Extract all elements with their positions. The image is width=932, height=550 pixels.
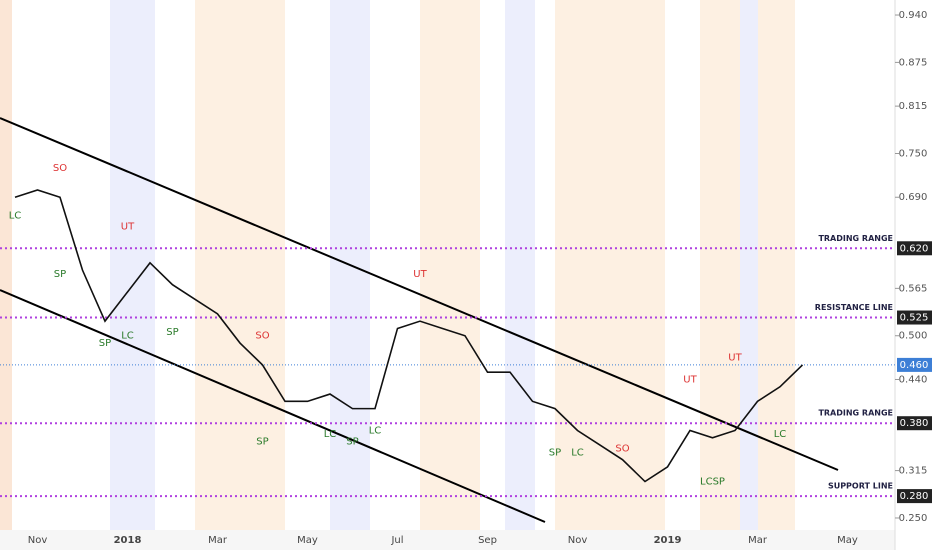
y-tick-label: 0.315 bbox=[899, 466, 928, 477]
level-label: TRADING RANGE bbox=[818, 234, 893, 243]
signal-label: SP bbox=[256, 436, 268, 447]
x-axis-strip bbox=[0, 530, 895, 550]
level-label: RESISTANCE LINE bbox=[815, 303, 893, 312]
channel-lines bbox=[0, 117, 839, 523]
price-box-label: 0.525 bbox=[900, 313, 929, 324]
price-box bbox=[897, 310, 932, 325]
x-tick-label: 2018 bbox=[114, 535, 142, 546]
price-box bbox=[897, 241, 932, 256]
signal-label: UT bbox=[121, 221, 135, 232]
level-label: TRADING RANGE bbox=[818, 409, 893, 418]
y-tick-label: 0.565 bbox=[899, 283, 928, 294]
signal-label: LC bbox=[571, 447, 584, 458]
x-tick-label: May bbox=[837, 535, 858, 546]
signal-label: LC bbox=[369, 426, 382, 437]
signal-label: SP bbox=[54, 269, 66, 280]
x-tick-label: Jul bbox=[390, 535, 403, 546]
signal-label: LC bbox=[324, 429, 337, 440]
signal-label: LC bbox=[9, 210, 22, 221]
signal-label: UT bbox=[683, 374, 697, 385]
price-box bbox=[897, 489, 932, 504]
y-tick-label: 0.940 bbox=[899, 10, 928, 21]
x-tick-label: 2019 bbox=[654, 535, 682, 546]
signal-label: SP bbox=[99, 338, 111, 349]
signal-label: SO bbox=[255, 331, 269, 342]
signal-label: SO bbox=[53, 163, 67, 174]
price-box-label: 0.620 bbox=[900, 243, 929, 254]
signal-label: SP bbox=[166, 327, 178, 338]
price-line bbox=[14, 189, 804, 483]
signal-label: LC bbox=[774, 429, 787, 440]
x-tick-label: Mar bbox=[208, 535, 228, 546]
signal-label: SP bbox=[346, 436, 358, 447]
y-tick-label: 0.750 bbox=[899, 149, 928, 160]
level-label: SUPPORT LINE bbox=[828, 482, 893, 491]
y-tick-label: 0.440 bbox=[899, 374, 928, 385]
price-box-label: 0.280 bbox=[900, 491, 929, 502]
y-tick-label: 0.250 bbox=[899, 513, 928, 524]
x-tick-label: Nov bbox=[28, 535, 48, 546]
y-axis-strip bbox=[895, 0, 932, 550]
price-box-label: 0.380 bbox=[900, 418, 929, 429]
y-tick-label: 0.875 bbox=[899, 57, 928, 68]
signal-label: SP bbox=[549, 447, 561, 458]
x-tick-label: Nov bbox=[568, 535, 588, 546]
background-bands bbox=[0, 0, 795, 530]
y-tick-label: 0.690 bbox=[899, 192, 928, 203]
y-tick-label: 0.815 bbox=[899, 101, 928, 112]
x-tick-label: May bbox=[297, 535, 318, 546]
x-tick-label: Sep bbox=[478, 535, 497, 546]
y-tick-label: 0.500 bbox=[899, 331, 928, 342]
signal-label: SO bbox=[615, 444, 629, 455]
signal-label: LC bbox=[121, 331, 134, 342]
signal-label: LCSP bbox=[700, 477, 725, 488]
last-price-label: 0.460 bbox=[900, 360, 929, 371]
signal-label: UT bbox=[728, 353, 742, 364]
x-tick-label: Mar bbox=[748, 535, 768, 546]
signal-label: UT bbox=[413, 269, 427, 280]
last-price-box bbox=[897, 357, 932, 372]
price-box bbox=[897, 416, 932, 431]
